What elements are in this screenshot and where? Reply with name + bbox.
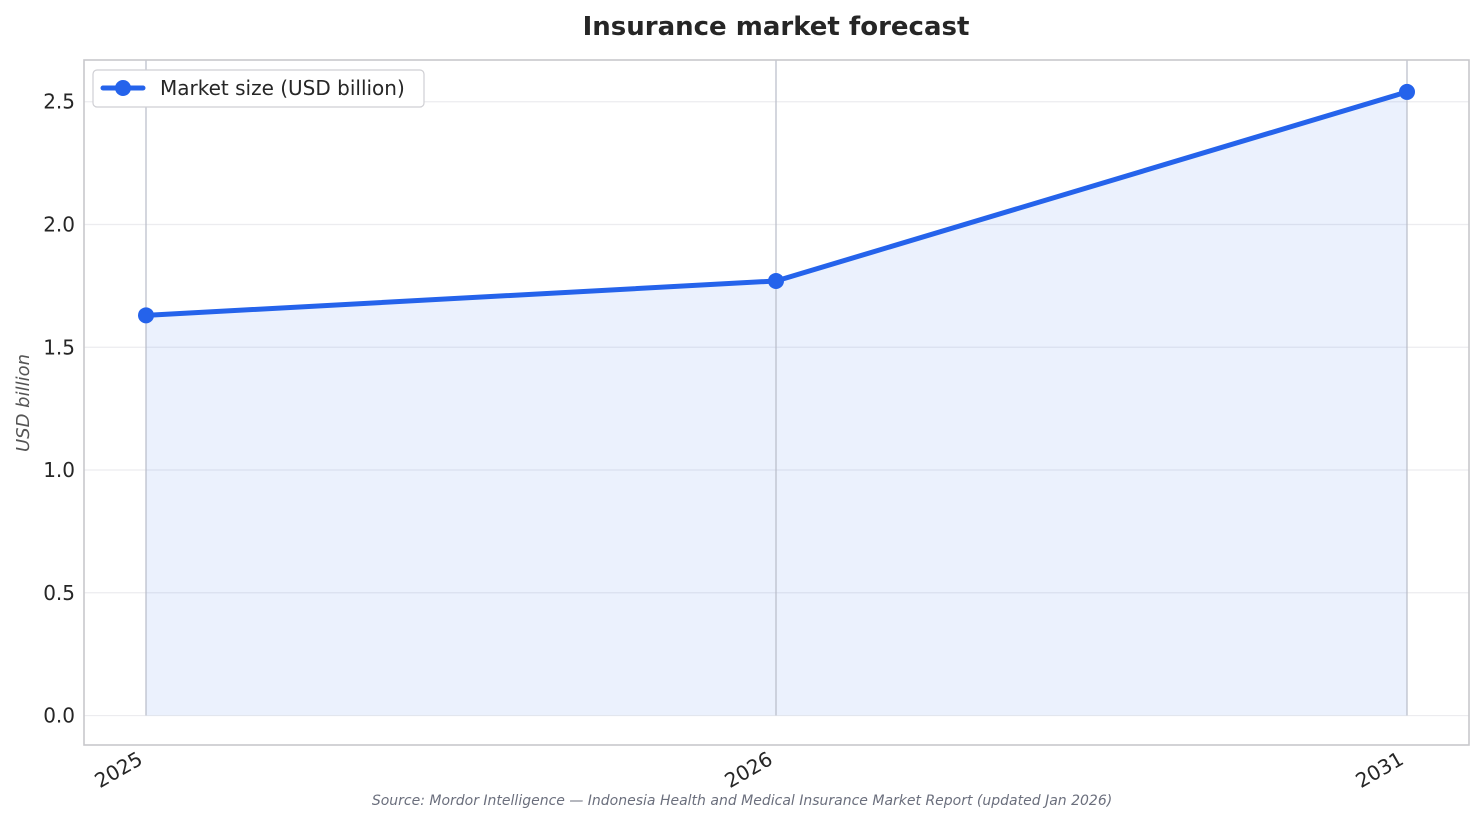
x-axis-ticks: 2025 2026 2031 xyxy=(90,747,1407,793)
data-point-2025 xyxy=(138,307,154,324)
y-axis-ticks: 0.0 0.5 1.0 1.5 2.0 2.5 xyxy=(43,90,75,728)
legend-label: Market size (USD billion) xyxy=(160,76,405,100)
legend: Market size (USD billion) xyxy=(92,69,425,108)
data-point-2026 xyxy=(768,272,784,289)
legend-marker xyxy=(115,80,131,96)
chart-title: Insurance market forecast xyxy=(583,12,970,42)
y-tick-label: 2.0 xyxy=(43,212,75,236)
y-tick-label: 2.5 xyxy=(43,90,75,114)
point-drop-lines xyxy=(145,60,1408,716)
y-tick-label: 1.0 xyxy=(43,458,75,482)
x-tick-label: 2026 xyxy=(720,747,776,793)
data-point-2031 xyxy=(1399,83,1415,100)
x-tick-label: 2025 xyxy=(90,747,146,793)
y-axis-label: USD billion xyxy=(13,354,34,452)
y-tick-label: 0.0 xyxy=(43,704,75,728)
x-tick-label: 2031 xyxy=(1351,747,1407,793)
series-points xyxy=(138,83,1415,324)
plot-frame xyxy=(83,59,1470,746)
legend-box xyxy=(92,69,425,108)
y-tick-label: 0.5 xyxy=(43,581,75,605)
y-tick-label: 1.5 xyxy=(43,335,75,359)
source-note: Source: Mordor Intelligence — Indonesia … xyxy=(372,793,1112,809)
